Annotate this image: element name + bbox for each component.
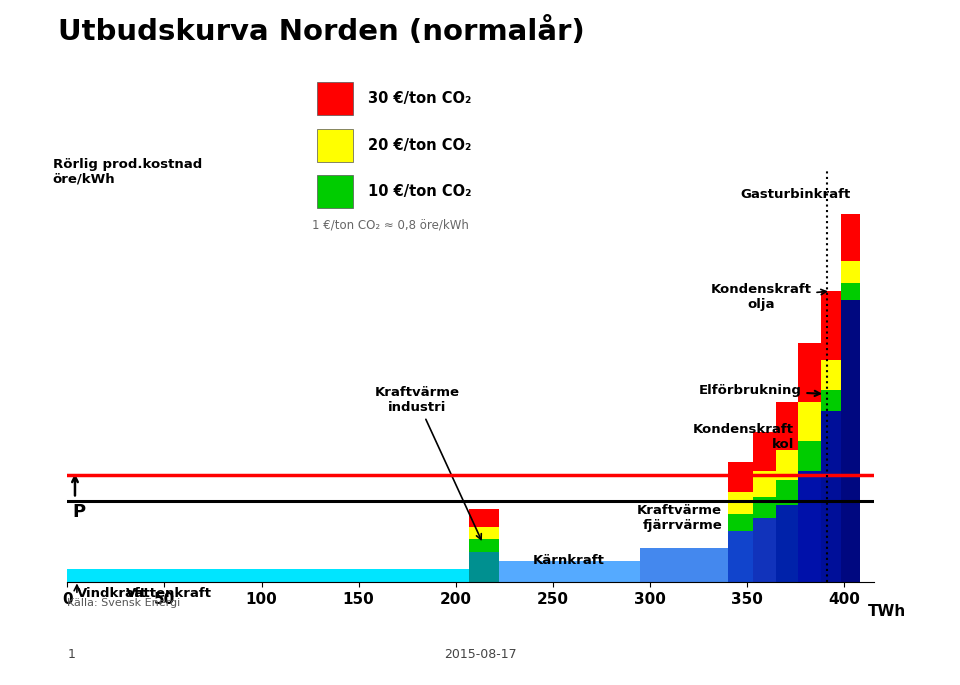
- Text: Källa: Svensk Energi: Källa: Svensk Energi: [67, 598, 180, 608]
- Bar: [841, 300, 860, 582]
- Bar: [94, 569, 469, 582]
- Bar: [841, 214, 860, 261]
- Text: Gasturbinkraft: Gasturbinkraft: [740, 188, 851, 201]
- Bar: [728, 493, 754, 514]
- Text: 10 €/ton CO₂: 10 €/ton CO₂: [368, 184, 471, 199]
- Bar: [67, 569, 94, 582]
- Bar: [777, 403, 798, 449]
- Text: Kraftvärme
industri: Kraftvärme industri: [374, 386, 481, 540]
- Bar: [821, 390, 841, 411]
- Text: Kondenskraft
olja: Kondenskraft olja: [710, 284, 827, 311]
- Text: Elförbrukning: Elförbrukning: [699, 384, 820, 397]
- Text: 30 €/ton CO₂: 30 €/ton CO₂: [368, 91, 471, 106]
- Bar: [821, 291, 841, 360]
- Text: Rörlig prod.kostnad
öre/kWh: Rörlig prod.kostnad öre/kWh: [53, 158, 202, 186]
- Text: P: P: [72, 503, 85, 521]
- Bar: [841, 261, 860, 283]
- Bar: [798, 342, 821, 403]
- Bar: [728, 514, 754, 531]
- Bar: [777, 449, 798, 479]
- Bar: [469, 540, 498, 552]
- Text: 1 €/ton CO₂ ≈ 0,8 öre/kWh: 1 €/ton CO₂ ≈ 0,8 öre/kWh: [312, 219, 468, 232]
- Bar: [798, 403, 821, 441]
- Bar: [728, 462, 754, 493]
- Bar: [469, 527, 498, 540]
- Text: 20 €/ton CO₂: 20 €/ton CO₂: [368, 138, 471, 153]
- Bar: [798, 471, 821, 582]
- Text: Kärnkraft: Kärnkraft: [533, 554, 605, 567]
- Bar: [798, 441, 821, 471]
- Bar: [498, 561, 640, 582]
- Bar: [777, 506, 798, 582]
- Bar: [821, 360, 841, 390]
- Bar: [754, 471, 777, 497]
- Text: 2015-08-17: 2015-08-17: [444, 647, 516, 660]
- Bar: [469, 510, 498, 527]
- Bar: [469, 552, 498, 582]
- Text: TWh: TWh: [868, 603, 906, 619]
- Bar: [754, 432, 777, 471]
- Text: 1: 1: [67, 647, 75, 660]
- Bar: [754, 497, 777, 518]
- Bar: [640, 548, 728, 582]
- Text: Utbudskurva Norden (normalår): Utbudskurva Norden (normalår): [58, 17, 585, 46]
- Text: Kondenskraft
kol: Kondenskraft kol: [693, 423, 794, 451]
- Text: Vattenkraft: Vattenkraft: [126, 586, 211, 599]
- Bar: [754, 518, 777, 582]
- Bar: [821, 411, 841, 582]
- Text: Kraftvärme
fjärrvärme: Kraftvärme fjärrvärme: [637, 504, 722, 532]
- Bar: [728, 531, 754, 582]
- Bar: [841, 283, 860, 300]
- Text: Vindkraft: Vindkraft: [77, 586, 147, 599]
- Bar: [777, 479, 798, 506]
